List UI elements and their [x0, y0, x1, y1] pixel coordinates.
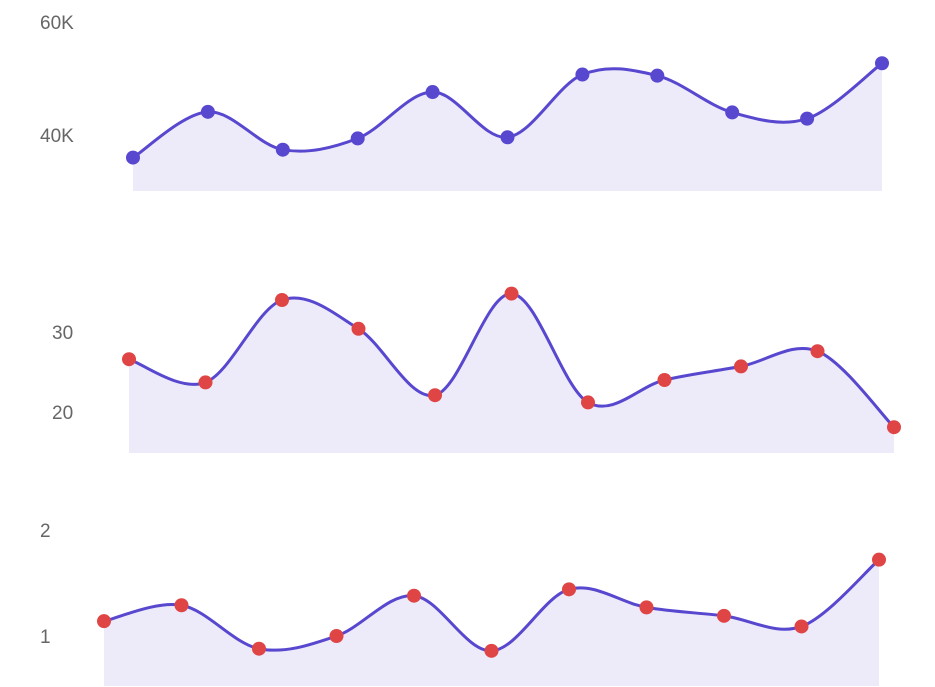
- data-point: [198, 375, 213, 390]
- data-point: [351, 321, 366, 336]
- data-point: [126, 150, 140, 165]
- data-point: [504, 286, 519, 301]
- panel-bottom: 12: [40, 521, 886, 686]
- data-point: [657, 373, 672, 387]
- data-point: [581, 395, 595, 410]
- data-point: [275, 293, 289, 307]
- series-area: [104, 559, 879, 686]
- data-point: [97, 614, 111, 629]
- data-point: [725, 105, 740, 120]
- data-point: [329, 629, 344, 643]
- y-tick-label: 1: [40, 627, 51, 648]
- y-tick-label: 20: [52, 403, 73, 424]
- data-point: [794, 619, 809, 634]
- data-point: [717, 608, 731, 623]
- data-point: [800, 111, 815, 126]
- data-point: [428, 388, 442, 403]
- data-point: [425, 85, 440, 100]
- data-point: [575, 67, 590, 82]
- data-point: [639, 600, 654, 615]
- data-point: [122, 352, 136, 367]
- y-tick-label: 40K: [40, 126, 74, 147]
- data-point: [872, 552, 886, 567]
- data-point: [275, 142, 290, 157]
- data-point: [200, 104, 215, 119]
- y-tick-label: 30: [52, 323, 73, 344]
- data-point: [810, 344, 825, 359]
- data-point: [252, 641, 266, 656]
- data-point: [887, 420, 901, 435]
- data-point: [407, 588, 421, 603]
- y-tick-label: 2: [40, 521, 51, 542]
- data-point: [875, 56, 889, 71]
- data-point: [562, 582, 576, 597]
- y-tick-label: 60K: [40, 13, 74, 34]
- data-point: [650, 68, 665, 83]
- series-area: [129, 293, 894, 453]
- data-point: [500, 130, 515, 145]
- data-point: [174, 598, 189, 613]
- data-point: [734, 359, 748, 374]
- panel-top: 40K 60K: [40, 13, 889, 192]
- data-point: [350, 131, 365, 146]
- data-point: [484, 643, 499, 658]
